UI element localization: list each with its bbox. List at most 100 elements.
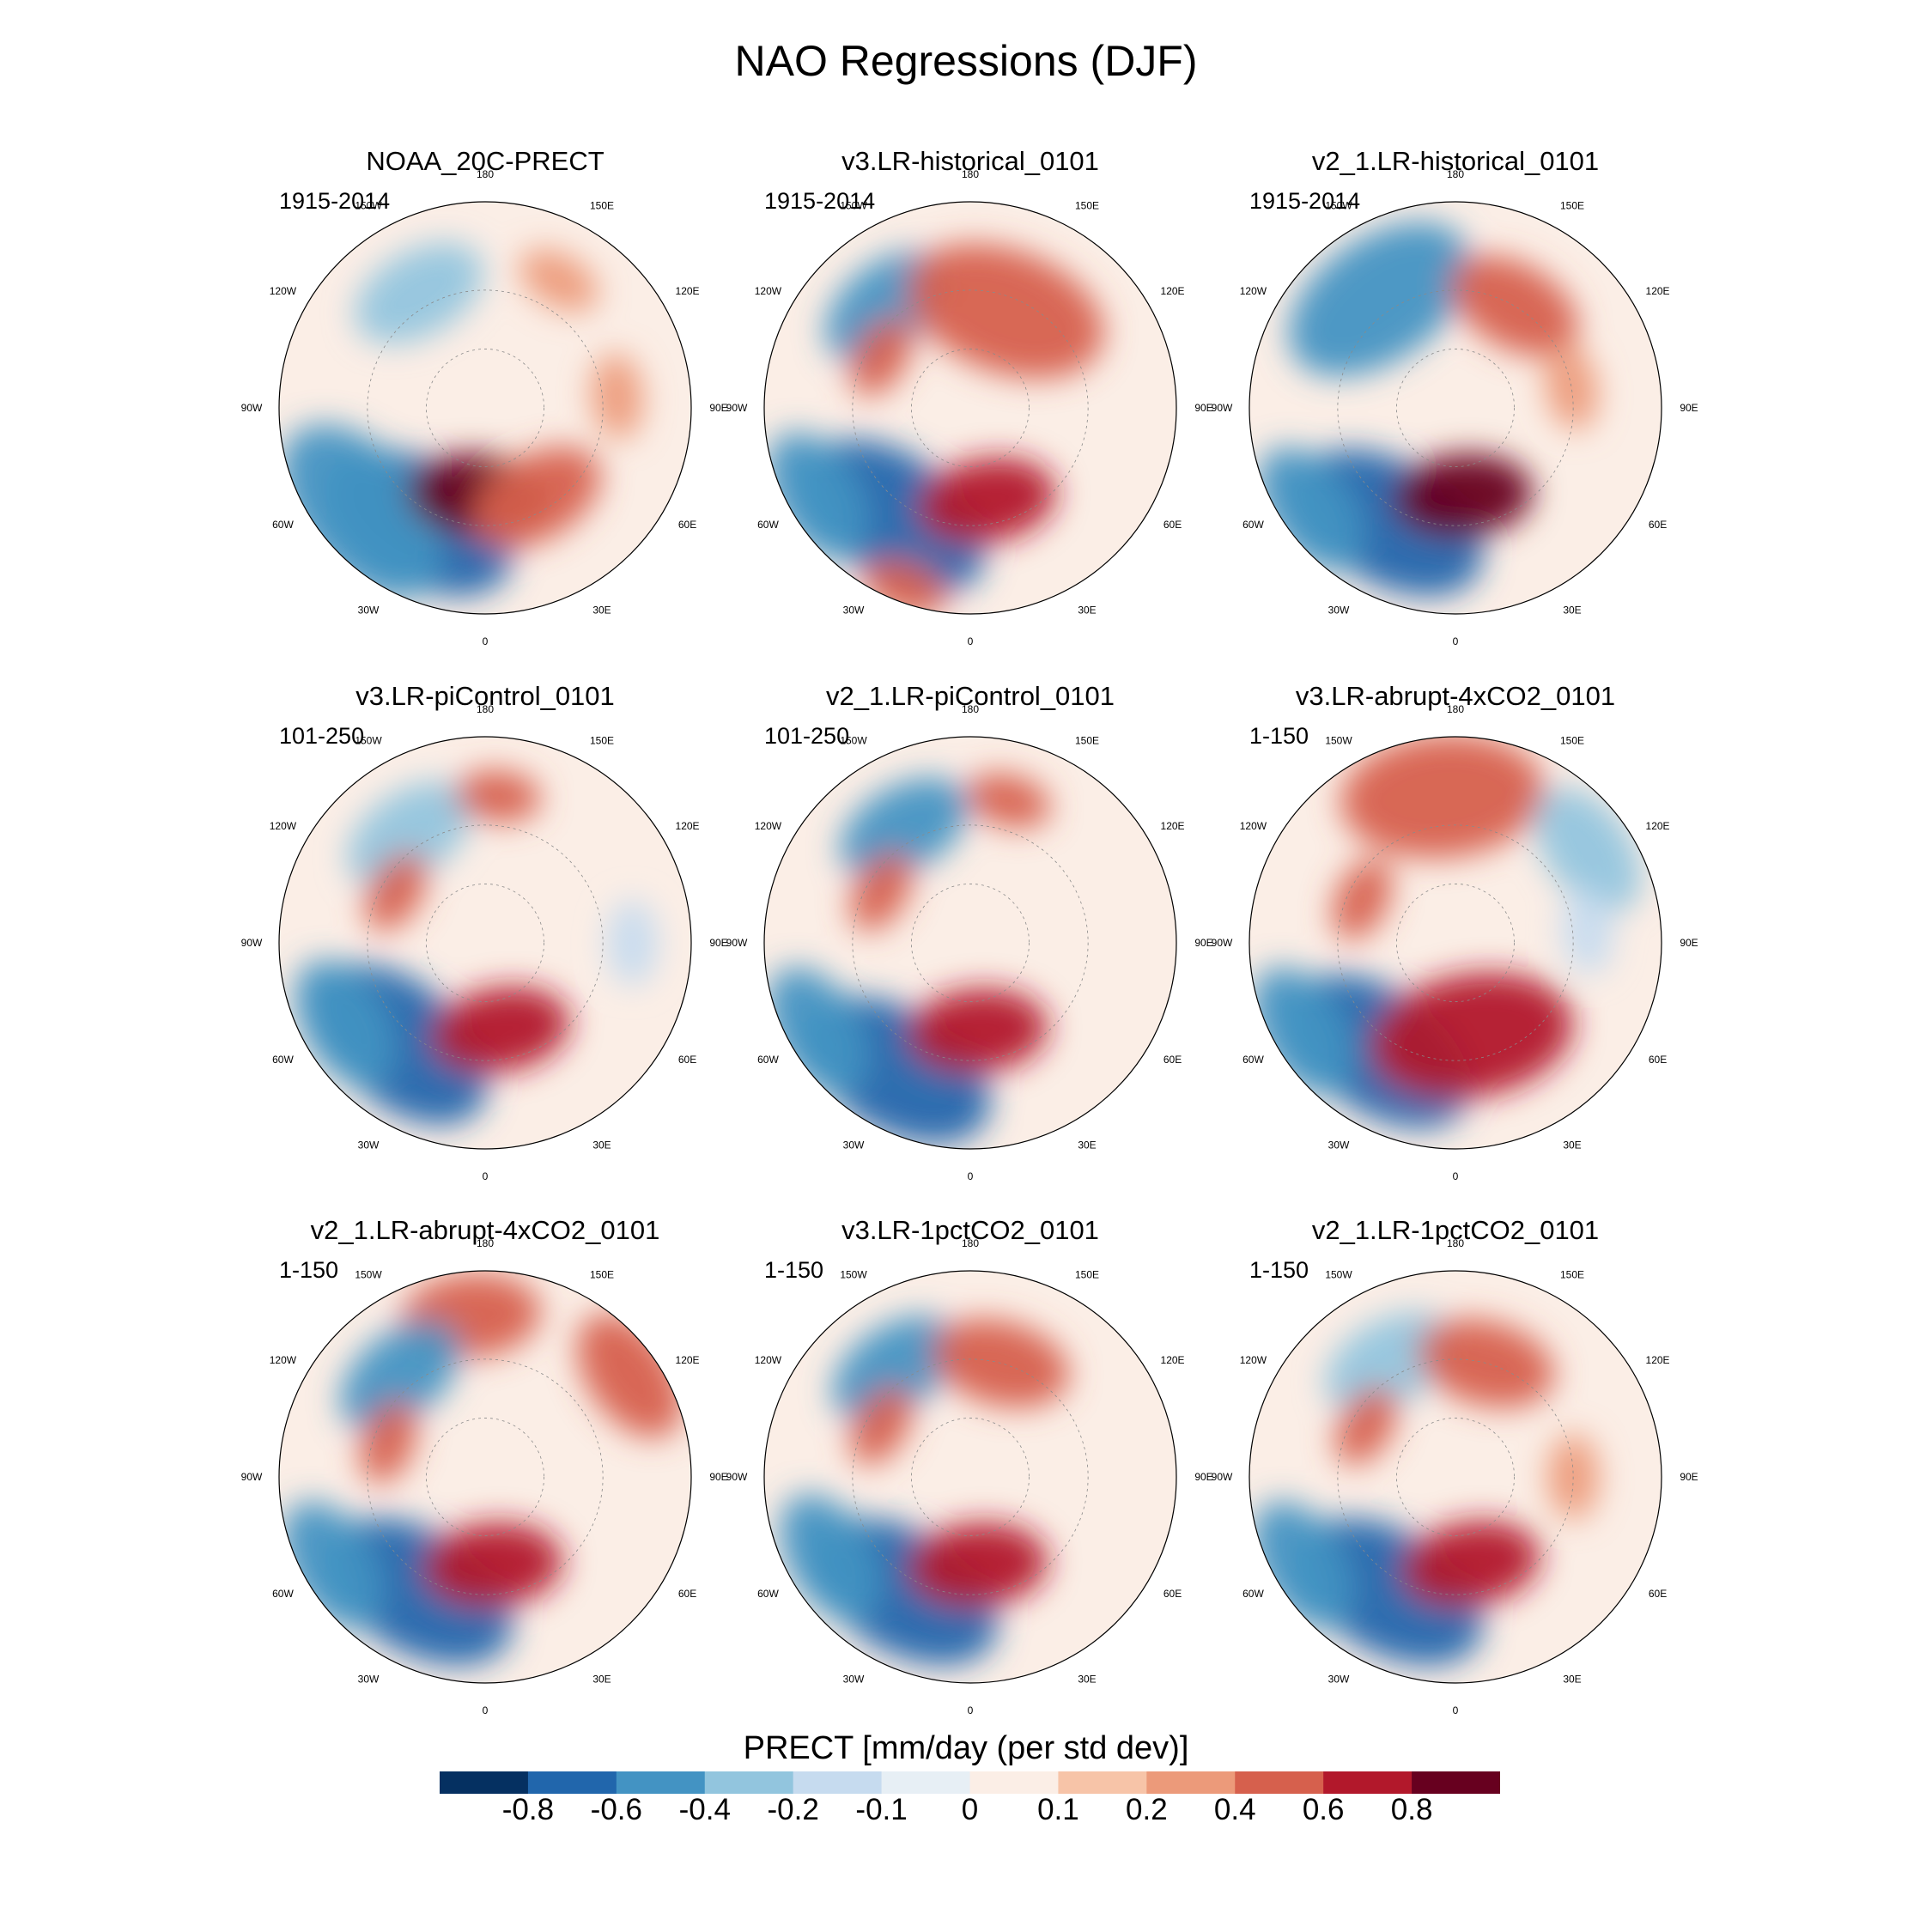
longitude-label: 30E — [1078, 1139, 1096, 1151]
polar-map: 180 150E 120E 90E 60E 30E 0 30W 60W 90W 120W 150W — [1212, 703, 1698, 1182]
panel-period: 1915-2014 — [279, 188, 391, 214]
longitude-label: 90W — [726, 937, 748, 949]
longitude-label: 60W — [272, 519, 294, 531]
colorbar-title: PRECT [mm/day (per std dev)] — [743, 1730, 1189, 1766]
longitude-label: 60E — [678, 1588, 696, 1600]
longitude-label: 0 — [483, 635, 489, 647]
longitude-label: 150W — [1325, 1268, 1352, 1280]
polar-map: 180 150E 120E 90E 60E 30E 0 30W 60W 90W 120W 150W — [241, 703, 728, 1182]
latitude-ring — [426, 884, 544, 1002]
latitude-ring — [1337, 289, 1574, 526]
regression-anomaly — [431, 987, 570, 1073]
map-boundary — [1249, 1270, 1662, 1684]
longitude-label: 150E — [1075, 734, 1099, 746]
longitude-label: 180 — [477, 168, 494, 180]
latitude-ring — [1337, 824, 1574, 1061]
longitude-label: 180 — [962, 1237, 979, 1249]
longitude-label: 60E — [678, 519, 696, 531]
longitude-label: 180 — [1447, 703, 1464, 715]
longitude-label: 150E — [590, 734, 614, 746]
regression-anomaly — [295, 959, 396, 1088]
longitude-label: 150W — [1325, 199, 1352, 211]
longitude-label: 90W — [241, 1471, 263, 1483]
panel-title: v2_1.LR-historical_0101 — [1311, 146, 1600, 176]
longitude-label: 90W — [241, 937, 263, 949]
colorbar-segment — [1235, 1771, 1324, 1794]
regression-anomaly — [340, 1320, 460, 1431]
map-boundary — [763, 201, 1177, 615]
longitude-label: 150E — [1075, 1268, 1099, 1280]
longitude-label: 180 — [962, 703, 979, 715]
regression-anomaly — [365, 852, 428, 931]
colorbar-segment — [704, 1771, 794, 1794]
longitude-label: 0 — [1453, 635, 1459, 647]
longitude-label: 120E — [1161, 820, 1185, 832]
colorbar-segment — [881, 1771, 970, 1794]
latitude-ring — [426, 1418, 544, 1536]
longitude-label: 150E — [1560, 734, 1584, 746]
longitude-label: 30E — [1563, 605, 1581, 617]
regression-anomaly — [840, 777, 969, 878]
longitude-label: 0 — [483, 1704, 489, 1716]
colorbar — [440, 1771, 1500, 1794]
panel-period: 1-150 — [1249, 723, 1309, 749]
longitude-label: 60W — [757, 519, 779, 531]
longitude-label: 150E — [1560, 1268, 1584, 1280]
latitude-ring — [911, 349, 1030, 467]
latitude-ring — [1396, 1418, 1515, 1536]
panel-title: v2_1.LR-abrupt-4xCO2_0101 — [310, 1215, 660, 1245]
regression-anomaly — [360, 1400, 417, 1484]
longitude-label: 90W — [241, 402, 263, 414]
longitude-label: 60E — [1163, 1054, 1182, 1066]
map-boundary — [1249, 736, 1662, 1150]
polar-map: 180 150E 120E 90E 60E 30E 0 30W 60W 90W 120W 150W — [241, 168, 728, 647]
longitude-label: 120E — [1646, 285, 1670, 297]
longitude-label: 60E — [1163, 519, 1182, 531]
longitude-label: 60E — [1649, 1054, 1667, 1066]
panel-period: 1915-2014 — [764, 188, 876, 214]
latitude-ring — [852, 824, 1089, 1061]
panel-period: 1-150 — [1249, 1257, 1309, 1283]
regression-anomaly — [1370, 972, 1573, 1099]
regression-anomaly — [966, 773, 1051, 829]
longitude-label: 150W — [1325, 734, 1352, 746]
panel-period: 101-250 — [279, 723, 365, 749]
longitude-label: 150E — [590, 199, 614, 211]
polar-map: 180 150E 120E 90E 60E 30E 0 30W 60W 90W 120W 150W — [241, 1237, 728, 1716]
polar-map: 180 150E 120E 90E 60E 30E 0 30W 60W 90W 120W 150W — [726, 1237, 1213, 1716]
regression-anomaly — [591, 353, 643, 440]
map-boundary — [763, 1270, 1177, 1684]
polar-map: 180 150E 120E 90E 60E 30E 0 30W 60W 90W 120W 150W — [1212, 1237, 1698, 1716]
regression-anomaly — [908, 988, 1048, 1073]
longitude-label: 120W — [1240, 285, 1267, 297]
longitude-label: 150W — [840, 199, 867, 211]
longitude-label: 150W — [355, 1268, 382, 1280]
longitude-label: 60W — [272, 1054, 294, 1066]
panel-period: 1-150 — [279, 1257, 339, 1283]
regression-anomaly — [422, 1522, 563, 1607]
regression-anomaly — [1401, 1521, 1540, 1607]
colorbar-tick-label: -0.1 — [855, 1793, 908, 1826]
panel-period: 1915-2014 — [1249, 188, 1361, 214]
regression-anomaly — [850, 1386, 913, 1465]
longitude-label: 60E — [1649, 519, 1667, 531]
regression-anomaly — [347, 781, 471, 887]
longitude-label: 60W — [1242, 1054, 1264, 1066]
longitude-label: 120W — [755, 285, 782, 297]
longitude-label: 120W — [755, 1354, 782, 1366]
longitude-label: 90E — [1194, 1471, 1212, 1483]
longitude-label: 0 — [968, 1170, 974, 1182]
colorbar-tick-label: 0 — [961, 1793, 979, 1826]
longitude-label: 60W — [1242, 519, 1264, 531]
longitude-label: 30W — [843, 605, 865, 617]
longitude-label: 120W — [270, 285, 297, 297]
longitude-label: 0 — [968, 1704, 974, 1716]
panel-title: v3.LR-abrupt-4xCO2_0101 — [1295, 681, 1616, 711]
regression-anomaly — [1340, 737, 1545, 858]
latitude-ring — [911, 884, 1030, 1002]
longitude-label: 120E — [676, 285, 700, 297]
latitude-ring — [911, 1418, 1030, 1536]
longitude-label: 30W — [843, 1674, 865, 1686]
panel-title: v3.LR-piControl_0101 — [355, 681, 615, 711]
figure-title: NAO Regressions (DJF) — [734, 37, 1198, 85]
